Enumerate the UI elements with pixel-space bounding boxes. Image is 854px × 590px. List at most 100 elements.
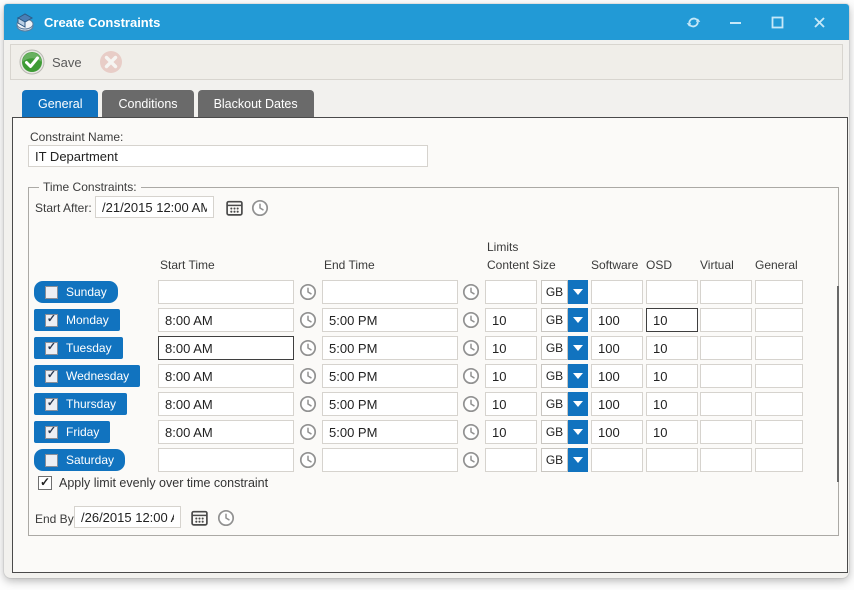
clock-icon[interactable] (461, 394, 481, 414)
dropdown-arrow-icon[interactable] (568, 280, 588, 304)
grid-scrollbar[interactable] (837, 286, 839, 482)
day-toggle-button[interactable]: Sunday (34, 281, 118, 303)
day-toggle-button[interactable]: Thursday (34, 393, 128, 415)
content-size-input[interactable] (485, 280, 537, 304)
dropdown-arrow-icon[interactable] (568, 308, 588, 332)
virtual-input[interactable] (700, 280, 752, 304)
general-input[interactable] (755, 280, 803, 304)
osd-input[interactable] (646, 280, 698, 304)
clock-icon[interactable] (298, 282, 318, 302)
end-time-input[interactable] (322, 336, 458, 360)
clock-icon[interactable] (461, 366, 481, 386)
clock-icon[interactable] (298, 422, 318, 442)
content-size-input[interactable] (485, 392, 537, 416)
day-checkbox[interactable] (45, 313, 58, 327)
clock-icon[interactable] (298, 338, 318, 358)
day-toggle-button[interactable]: Friday (34, 421, 111, 443)
calendar-icon[interactable] (224, 197, 244, 217)
dropdown-arrow-icon[interactable] (568, 364, 588, 388)
clock-icon[interactable] (250, 198, 270, 218)
start-time-input[interactable] (158, 336, 294, 360)
osd-input[interactable] (646, 420, 698, 444)
clock-icon[interactable] (461, 450, 481, 470)
day-checkbox[interactable] (45, 453, 58, 467)
tab-conditions[interactable]: Conditions (102, 90, 194, 117)
osd-input[interactable] (646, 392, 698, 416)
general-input[interactable] (755, 392, 803, 416)
content-size-input[interactable] (485, 336, 537, 360)
day-toggle-button[interactable]: Saturday (34, 449, 126, 471)
clock-icon[interactable] (216, 508, 236, 528)
clock-icon[interactable] (298, 450, 318, 470)
osd-input[interactable] (646, 448, 698, 472)
start-time-input[interactable] (158, 308, 294, 332)
start-time-input[interactable] (158, 392, 294, 416)
content-size-input[interactable] (485, 364, 537, 388)
software-input[interactable] (591, 392, 643, 416)
day-checkbox[interactable] (45, 369, 58, 383)
content-size-input[interactable] (485, 448, 537, 472)
dropdown-arrow-icon[interactable] (568, 420, 588, 444)
virtual-input[interactable] (700, 336, 752, 360)
software-input[interactable] (591, 280, 643, 304)
general-input[interactable] (755, 308, 803, 332)
day-checkbox[interactable] (45, 425, 58, 439)
software-input[interactable] (591, 448, 643, 472)
content-size-input[interactable] (485, 420, 537, 444)
dropdown-arrow-icon[interactable] (568, 336, 588, 360)
tab-general[interactable]: General (22, 90, 99, 117)
end-time-input[interactable] (322, 420, 458, 444)
general-input[interactable] (755, 448, 803, 472)
day-toggle-button[interactable]: Monday (34, 309, 120, 331)
clock-icon[interactable] (461, 282, 481, 302)
start-time-input[interactable] (158, 364, 294, 388)
general-input[interactable] (755, 336, 803, 360)
constraint-name-input[interactable] (28, 145, 428, 167)
virtual-input[interactable] (700, 364, 752, 388)
content-size-input[interactable] (485, 308, 537, 332)
clock-icon[interactable] (298, 310, 318, 330)
virtual-input[interactable] (700, 448, 752, 472)
general-input[interactable] (755, 420, 803, 444)
day-toggle-button[interactable]: Tuesday (34, 337, 123, 359)
apply-limit-checkbox[interactable] (38, 476, 52, 490)
software-input[interactable] (591, 364, 643, 388)
day-checkbox[interactable] (45, 341, 58, 355)
software-input[interactable] (591, 336, 643, 360)
clock-icon[interactable] (461, 338, 481, 358)
maximize-icon[interactable] (769, 14, 785, 30)
osd-input[interactable] (646, 364, 698, 388)
dropdown-arrow-icon[interactable] (568, 448, 588, 472)
clock-icon[interactable] (298, 366, 318, 386)
end-time-input[interactable] (322, 280, 458, 304)
osd-input[interactable] (646, 336, 698, 360)
day-toggle-button[interactable]: Wednesday (34, 365, 141, 387)
day-checkbox[interactable] (45, 397, 58, 411)
refresh-icon[interactable] (685, 14, 701, 30)
clock-icon[interactable] (461, 422, 481, 442)
virtual-input[interactable] (700, 420, 752, 444)
software-input[interactable] (591, 308, 643, 332)
end-time-input[interactable] (322, 308, 458, 332)
general-input[interactable] (755, 364, 803, 388)
save-button[interactable]: Save (19, 49, 82, 75)
tab-blackout-dates[interactable]: Blackout Dates (197, 90, 314, 117)
end-time-input[interactable] (322, 392, 458, 416)
end-by-input[interactable] (74, 506, 181, 528)
minimize-icon[interactable] (727, 14, 743, 30)
end-time-input[interactable] (322, 364, 458, 388)
virtual-input[interactable] (700, 392, 752, 416)
start-time-input[interactable] (158, 448, 294, 472)
close-icon[interactable] (811, 14, 827, 30)
clock-icon[interactable] (298, 394, 318, 414)
dropdown-arrow-icon[interactable] (568, 392, 588, 416)
osd-input[interactable] (646, 308, 698, 332)
virtual-input[interactable] (700, 308, 752, 332)
day-checkbox[interactable] (45, 285, 58, 299)
software-input[interactable] (591, 420, 643, 444)
clock-icon[interactable] (461, 310, 481, 330)
start-time-input[interactable] (158, 420, 294, 444)
calendar-icon[interactable] (189, 507, 209, 527)
start-time-input[interactable] (158, 280, 294, 304)
start-after-input[interactable] (95, 196, 214, 218)
